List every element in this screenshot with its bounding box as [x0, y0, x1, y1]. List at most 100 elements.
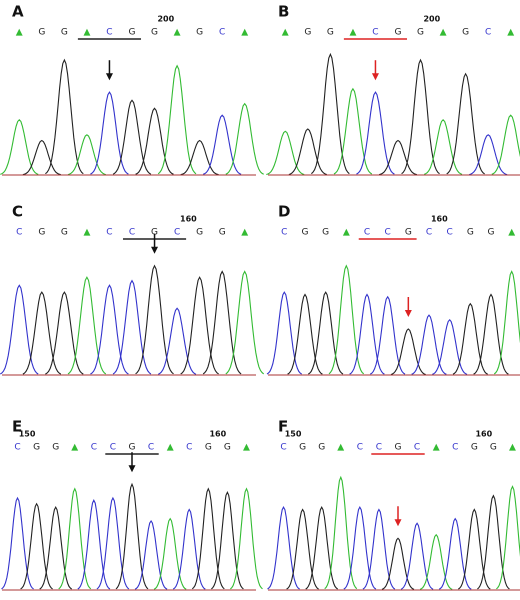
trace-peak	[400, 522, 434, 590]
trace-peak	[446, 72, 485, 175]
trace-peak	[349, 293, 385, 375]
base-call: ▲	[509, 443, 516, 453]
trace-peak	[328, 264, 365, 375]
trace-peak	[112, 279, 152, 375]
trace-peak	[266, 291, 303, 375]
base-call: C	[280, 443, 286, 453]
trace-peak	[266, 130, 305, 176]
trace-peak	[370, 295, 406, 375]
base-call: G	[52, 443, 59, 453]
position-label: 160	[431, 215, 448, 224]
trace-peak	[45, 291, 84, 375]
trace-peak	[381, 537, 415, 590]
trace-peak	[287, 293, 323, 375]
base-call: G	[488, 228, 495, 238]
panel-label: E	[12, 418, 22, 436]
panel-label: F	[278, 418, 288, 436]
base-call: ▲	[243, 443, 250, 453]
trace-peak	[90, 284, 129, 375]
base-call: G	[205, 443, 212, 453]
panel-label: D	[278, 203, 290, 221]
trace-peak	[333, 87, 373, 175]
trace-peak	[432, 318, 468, 375]
base-call: G	[327, 28, 334, 38]
arrow-head	[105, 73, 113, 81]
base-call: G	[405, 228, 412, 238]
base-call: G	[395, 443, 402, 453]
trace-peak	[20, 502, 53, 590]
base-call: ▲	[508, 228, 515, 238]
trace-peak	[230, 487, 263, 590]
base-call: C	[16, 228, 22, 238]
trace-peak	[390, 328, 426, 376]
base-call: G	[224, 443, 231, 453]
base-call: ▲	[241, 228, 248, 238]
base-call: ▲	[167, 443, 174, 453]
arrow-head	[404, 310, 412, 317]
trace-peak	[96, 496, 130, 590]
base-call: C	[14, 443, 20, 453]
trace-peak	[153, 517, 187, 590]
base-call: C	[106, 228, 112, 238]
trace-peak	[438, 517, 472, 590]
base-call: C	[385, 228, 391, 238]
trace-peak	[423, 118, 463, 175]
trace-peak	[343, 506, 377, 590]
trace-peak	[67, 276, 107, 375]
base-call: C	[129, 228, 135, 238]
base-call: G	[129, 28, 136, 38]
base-call: C	[186, 443, 192, 453]
base-call: C	[110, 443, 116, 453]
base-call: C	[372, 28, 378, 38]
trace-peak	[324, 475, 358, 590]
trace-peak	[157, 64, 197, 175]
trace-peak	[211, 490, 244, 590]
base-call: G	[151, 228, 158, 238]
base-call: C	[447, 228, 453, 238]
trace-peak	[496, 485, 520, 590]
base-call: ▲	[83, 228, 90, 238]
trace-peak	[202, 114, 242, 175]
base-call: G	[33, 443, 40, 453]
base-call: C	[364, 228, 370, 238]
base-call: ▲	[433, 443, 440, 453]
trace-peak	[39, 506, 73, 590]
position-label: 160	[475, 430, 492, 439]
trace-peak	[473, 293, 509, 375]
base-call: G	[299, 443, 306, 453]
trace-peak	[134, 519, 168, 590]
trace-peak	[477, 494, 510, 590]
trace-peak	[311, 52, 350, 175]
base-call: C	[91, 443, 97, 453]
trace-peak	[267, 506, 300, 590]
base-call: G	[196, 28, 203, 38]
base-call: G	[462, 28, 469, 38]
base-call: G	[302, 228, 309, 238]
base-call: ▲	[71, 443, 78, 453]
base-call: C	[414, 443, 420, 453]
trace-peak	[0, 284, 39, 375]
trace-peak	[157, 307, 197, 375]
trace-peak	[419, 533, 453, 590]
base-call: ▲	[282, 28, 289, 38]
trace-peak	[362, 508, 396, 590]
base-call: G	[490, 443, 497, 453]
base-call: G	[395, 28, 402, 38]
base-call: G	[467, 228, 474, 238]
position-label: 150	[19, 430, 36, 439]
base-call: ▲	[440, 28, 447, 38]
trace-peak	[67, 134, 106, 176]
base-call: C	[219, 28, 225, 38]
arrow-head	[151, 246, 159, 254]
trace-peak	[135, 107, 174, 175]
base-call: C	[174, 228, 180, 238]
trace-peak	[112, 99, 152, 175]
position-label: 150	[285, 430, 302, 439]
trace-peak	[493, 270, 520, 375]
trace-peak	[1, 496, 34, 590]
base-call: G	[471, 443, 478, 453]
trace-peak	[225, 102, 264, 175]
base-call: G	[417, 28, 424, 38]
base-call: ▲	[241, 28, 248, 38]
trace-peak	[172, 508, 206, 590]
